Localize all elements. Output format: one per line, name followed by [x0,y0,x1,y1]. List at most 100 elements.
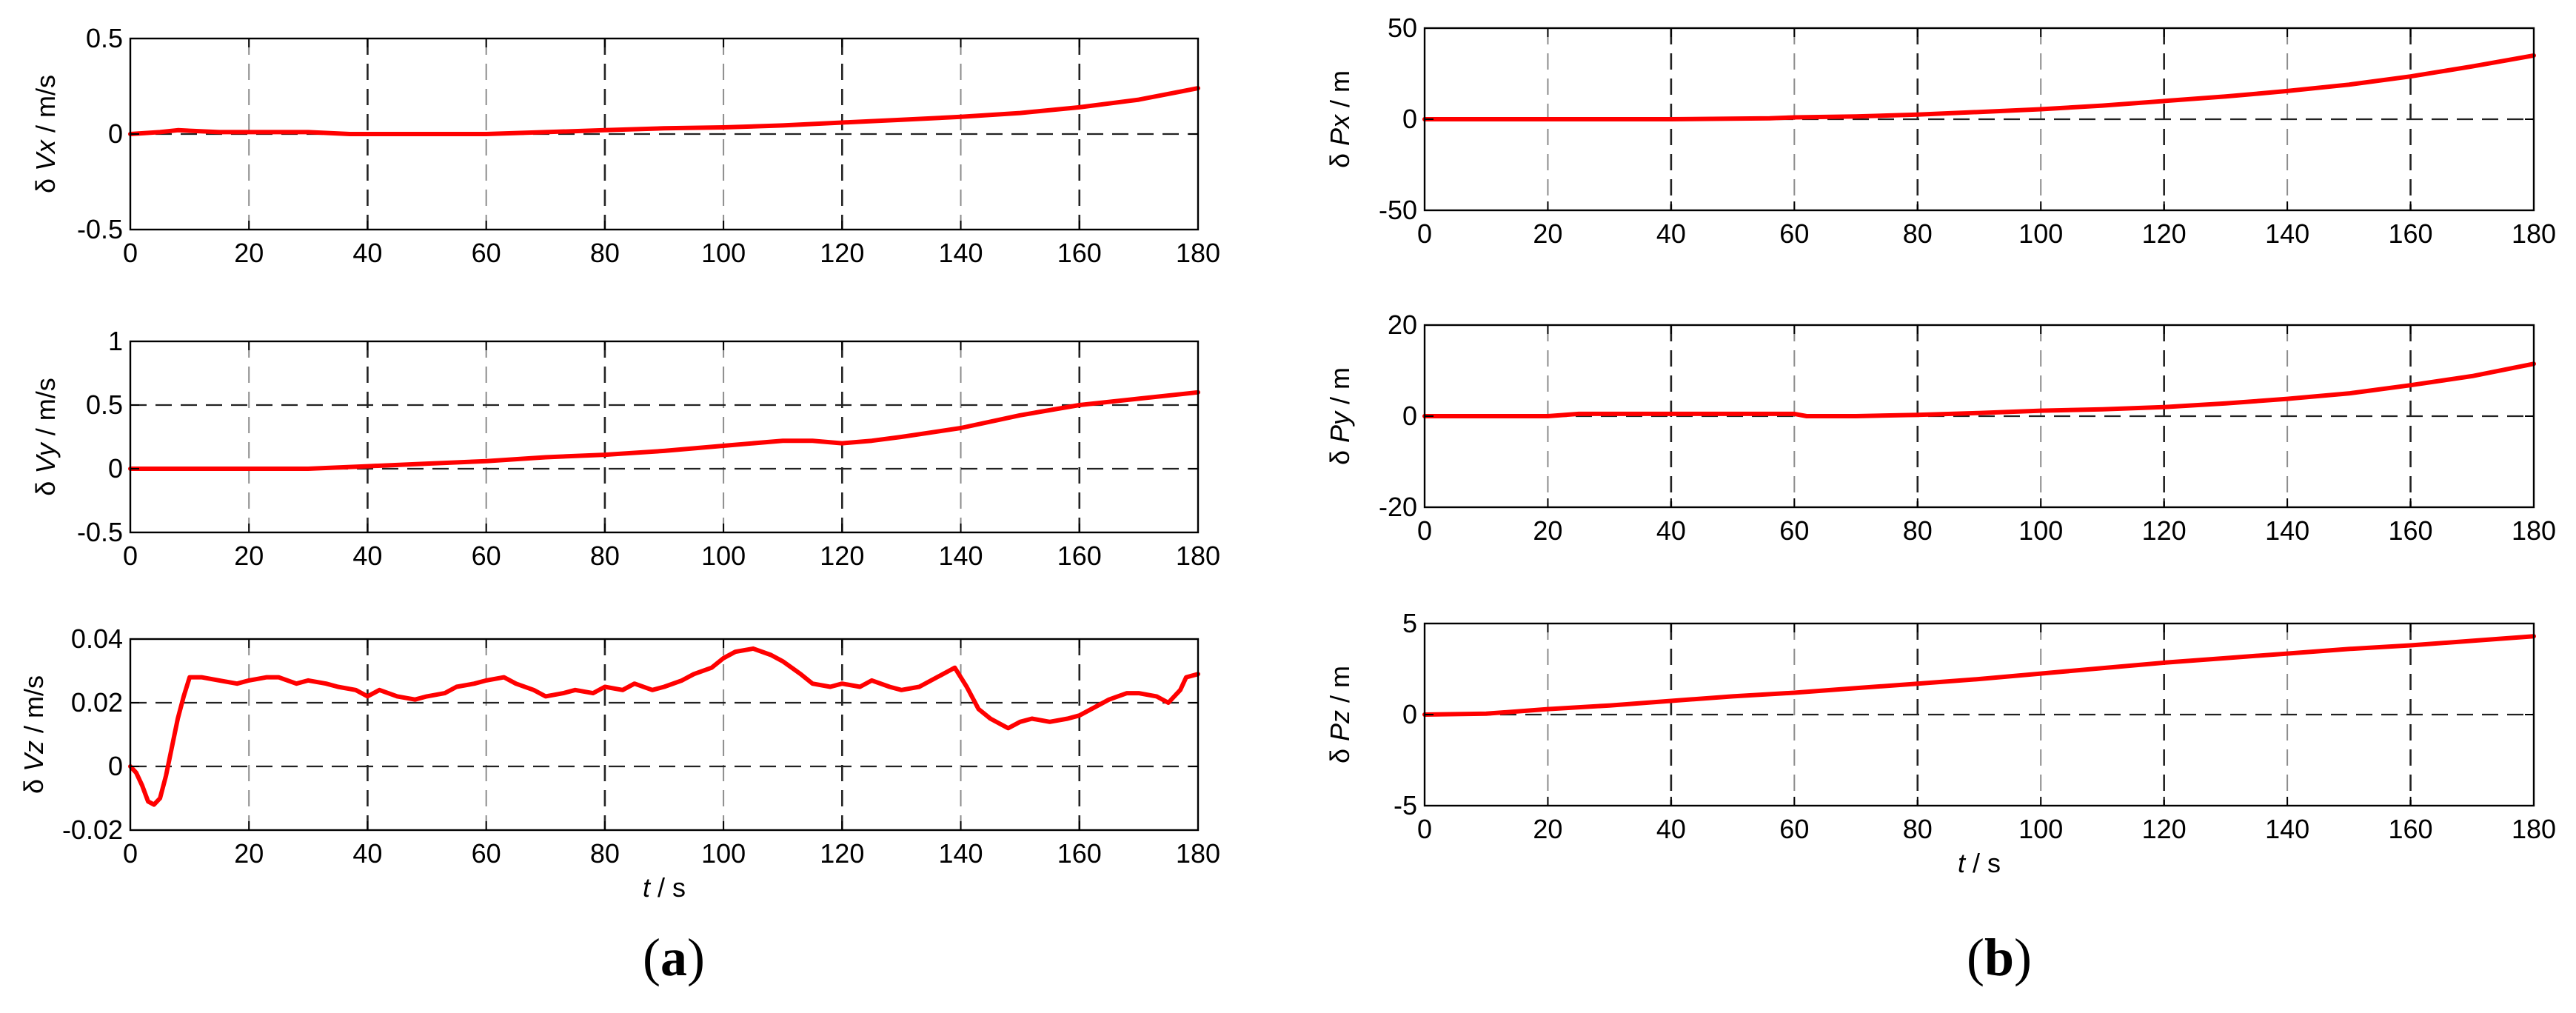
x-tick-label: 60 [1779,218,1809,249]
series-line-1 [1422,361,2536,418]
y-tick-label: 0 [108,453,123,484]
panel-label-b-close: ) [2014,928,2033,987]
y-tick-label: 20 [1388,310,1417,340]
x-tick-label: 160 [2389,218,2433,249]
x-tick-label: 100 [2018,218,2063,249]
series-line-1 [1422,53,2536,121]
series-line-1 [128,646,1200,807]
x-tick-label: 140 [939,238,983,268]
x-tick-label: 140 [2265,218,2309,249]
x-tick-label: 80 [1903,814,1933,844]
y-axis-label: δ Vx / m/s [30,75,61,193]
panel-label-b-open: ( [1967,928,1984,987]
x-tick-label: 80 [590,238,620,268]
x-tick-label: 120 [820,838,864,869]
x-tick-label: 20 [1533,515,1562,546]
x-tick-label: 0 [1417,515,1432,546]
x-tick-label: 100 [701,238,746,268]
series-line-1 [128,390,1200,471]
x-tick-label: 40 [1656,515,1686,546]
x-tick-label: 40 [1656,218,1686,249]
x-tick-label: 140 [2265,515,2309,546]
y-tick-label: -0.5 [77,517,123,547]
x-tick-label: 0 [123,838,138,869]
chart-a-1: 0 20 40 60 80 100 120 140 160 180-0.500.5δ Vx / m… [30,23,1220,268]
y-tick-label: -0.5 [77,214,123,244]
panel-label-b: (b) [1967,927,2032,989]
x-tick-label: 20 [234,541,264,571]
y-tick-label: 0 [1402,401,1417,431]
y-tick-label: -20 [1379,492,1417,522]
plot-area [130,341,1198,532]
x-tick-label: 120 [2142,814,2187,844]
x-tick-label: 100 [701,838,746,869]
chart-a-3: 0 20 40 60 80 100 120 140 160 180-0.0200.020.04δ … [19,623,1220,903]
y-axis-label: δ Vy / m/s [30,378,61,495]
y-tick-label: 0.02 [71,687,123,718]
y-tick-label: 0.04 [71,623,123,654]
x-tick-label: 180 [1176,541,1220,571]
x-tick-label: 40 [352,238,382,268]
y-tick-label: 0 [1402,699,1417,729]
x-tick-label: 60 [1779,515,1809,546]
x-tick-label: 120 [820,238,864,268]
panel-label-a-letter: a [660,928,687,987]
panel-label-a-close: ) [686,928,705,987]
x-tick-label: 180 [2512,515,2556,546]
y-tick-label: -5 [1394,790,1417,820]
plot-frame [129,340,1200,534]
x-tick-label: 0 [1417,218,1432,249]
x-tick-label: 140 [939,541,983,571]
x-tick-label: 60 [1779,814,1809,844]
x-tick-label: 0 [123,238,138,268]
x-tick-label: 80 [1903,515,1933,546]
x-tick-label: 180 [2512,218,2556,249]
x-tick-label: 180 [1176,838,1220,869]
x-tick-label: 160 [1057,541,1102,571]
series-line-1 [1422,634,2536,717]
plot-area [130,639,1198,830]
x-tick-label: 80 [590,541,620,571]
x-tick-label: 60 [472,838,501,869]
y-axis-label: δ Pz / m [1325,666,1355,763]
y-tick-label: 0.5 [86,390,123,420]
y-tick-label: 0 [108,751,123,781]
x-tick-label: 0 [123,541,138,571]
x-tick-label: 100 [701,541,746,571]
y-tick-label: 5 [1402,608,1417,638]
y-axis-label: δ Px / m [1325,70,1355,168]
x-tick-label: 120 [2142,515,2187,546]
y-tick-label: 0 [1402,104,1417,134]
x-tick-label: 40 [352,541,382,571]
x-tick-label: 20 [1533,218,1562,249]
plot-frame [129,638,1200,832]
x-tick-label: 140 [939,838,983,869]
chart-a-2: 0 20 40 60 80 100 120 140 160 180-0.500.51δ Vy / … [30,326,1220,571]
y-tick-label: -0.02 [62,815,123,845]
y-axis-label: δ Py / m [1325,367,1355,465]
x-tick-label: 180 [2512,814,2556,844]
x-axis-label: t / s [1958,848,2001,878]
y-tick-label: -50 [1379,195,1417,225]
x-tick-label: 60 [472,238,501,268]
y-tick-label: 50 [1388,13,1417,43]
x-tick-label: 80 [590,838,620,869]
x-tick-label: 100 [2018,515,2063,546]
x-tick-label: 160 [1057,838,1102,869]
y-tick-label: 1 [108,326,123,356]
x-tick-label: 140 [2265,814,2309,844]
x-tick-label: 160 [2389,515,2433,546]
x-tick-label: 160 [1057,238,1102,268]
x-tick-label: 120 [2142,218,2187,249]
x-tick-label: 0 [1417,814,1432,844]
x-tick-label: 80 [1903,218,1933,249]
panel-label-a-open: ( [643,928,660,987]
y-tick-label: 0.5 [86,23,123,53]
x-axis-label: t / s [643,872,686,903]
x-tick-label: 120 [820,541,864,571]
x-tick-label: 20 [234,838,264,869]
